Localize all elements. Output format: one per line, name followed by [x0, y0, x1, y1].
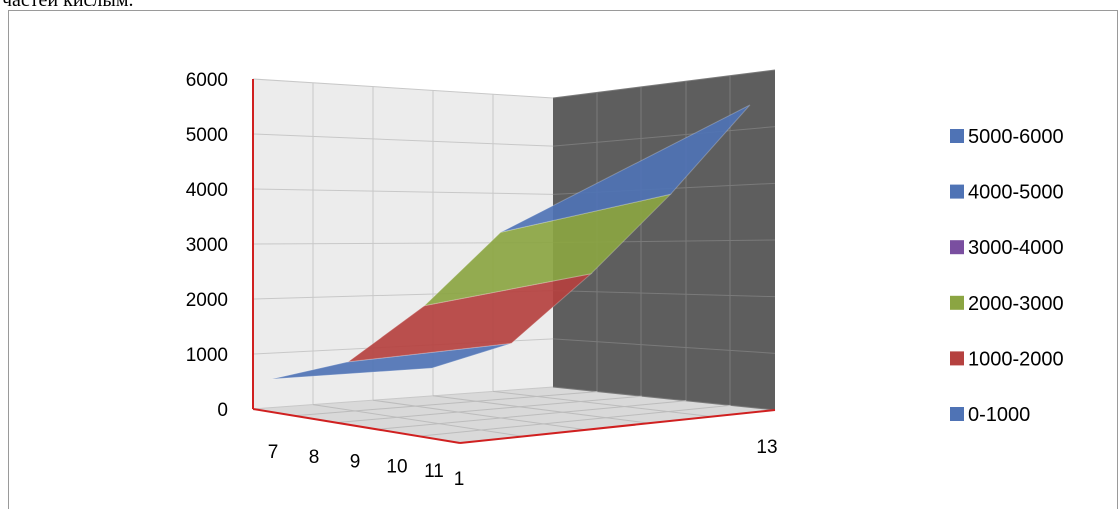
legend-swatch [950, 184, 964, 199]
gridline-right-wall [552, 338, 776, 354]
z-tick-label: 3000 [186, 235, 228, 256]
gridline-floor [294, 391, 598, 417]
legend-label: 2000-3000 [968, 293, 1064, 315]
gridline-right-wall [552, 126, 776, 147]
legend-label: 3000-4000 [968, 237, 1064, 259]
gridline-floor [492, 390, 713, 418]
gridline-floor [432, 395, 650, 424]
gridline-floor [377, 400, 687, 430]
x-tick-label: 11 [424, 461, 444, 482]
gridline-right-wall [552, 69, 776, 99]
legend-swatch [950, 407, 964, 421]
y-tick-label: 1 [454, 469, 465, 490]
gridline-left-wall [252, 386, 554, 410]
z-tick-label: 4000 [186, 180, 228, 201]
z-tick-label: 0 [217, 400, 228, 421]
legend-label: 1000-2000 [968, 348, 1064, 370]
z-tick-label: 2000 [186, 290, 228, 311]
legend-label: 4000-5000 [968, 182, 1064, 204]
gridline-right-wall [552, 386, 776, 411]
legend-swatch [950, 240, 964, 255]
legend-swatch [950, 351, 964, 366]
legend-label: 0-1000 [968, 404, 1030, 426]
gridline-left-wall [252, 188, 554, 195]
y-axis-line [459, 409, 776, 444]
z-tick-label: 6000 [186, 70, 228, 91]
gridline-floor [418, 404, 731, 437]
gridline-floor [312, 404, 524, 437]
x-tick-label: 10 [386, 456, 407, 477]
legend-label: 5000-6000 [968, 126, 1064, 148]
legend-swatch [950, 129, 964, 143]
gridline-left-wall [252, 133, 554, 147]
cropped-paragraph-text: частей кислым. [2, 0, 134, 11]
chart-frame [8, 10, 1118, 509]
right-back-wall [553, 70, 775, 410]
surface-plot [271, 104, 751, 380]
y-tick-label: 13 [756, 437, 777, 458]
legend: 5000-6000 4000-5000 3000-4000 2000-3000 1000… [950, 126, 1064, 426]
x-tick-label: 8 [309, 447, 320, 468]
z-tick-label: 1000 [186, 345, 228, 366]
gridline-left-wall [252, 78, 554, 99]
legend-swatch [950, 295, 964, 310]
gridline-floor [335, 395, 642, 424]
surface-patch [500, 104, 751, 233]
x-tick-label: 9 [350, 452, 361, 473]
x-axis-line [252, 408, 461, 444]
z-tick-label: 5000 [186, 125, 228, 146]
x-tick-label: 7 [268, 442, 279, 463]
gridline-right-wall [552, 290, 776, 298]
gridline-floor [372, 399, 587, 431]
